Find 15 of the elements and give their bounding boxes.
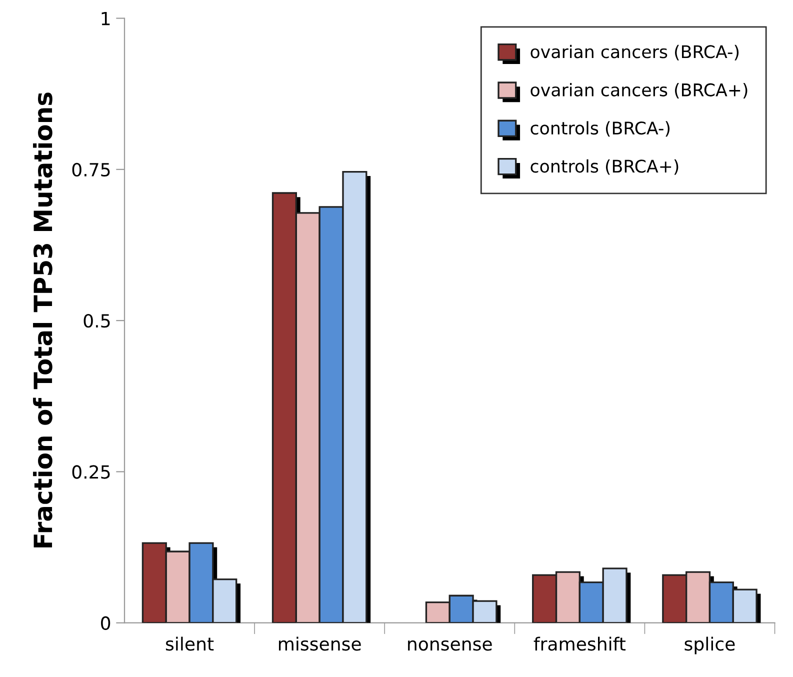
y-tick-label: 0.75 [72,162,110,177]
y-tick-label: 0.5 [84,314,110,328]
x-tick-label: splice [684,636,735,654]
legend-label: ovarian cancers (BRCA+) [530,83,748,98]
y-tick-label: 0.25 [72,465,110,479]
legend-label: ovarian cancers (BRCA-) [530,44,739,60]
legend-label: controls (BRCA-) [530,121,670,137]
y-tick-label: 0 [101,616,110,630]
x-tick-label: missense [278,636,361,651]
y-axis-title: Fraction of Total TP53 Mutations [33,92,52,548]
legend-label: controls (BRCA+) [530,159,678,175]
y-tick-label: 1 [102,12,110,26]
x-tick-label: silent [166,636,214,651]
x-tick-label: nonsense [408,640,492,651]
x-tick-label: frameshift [534,636,626,651]
